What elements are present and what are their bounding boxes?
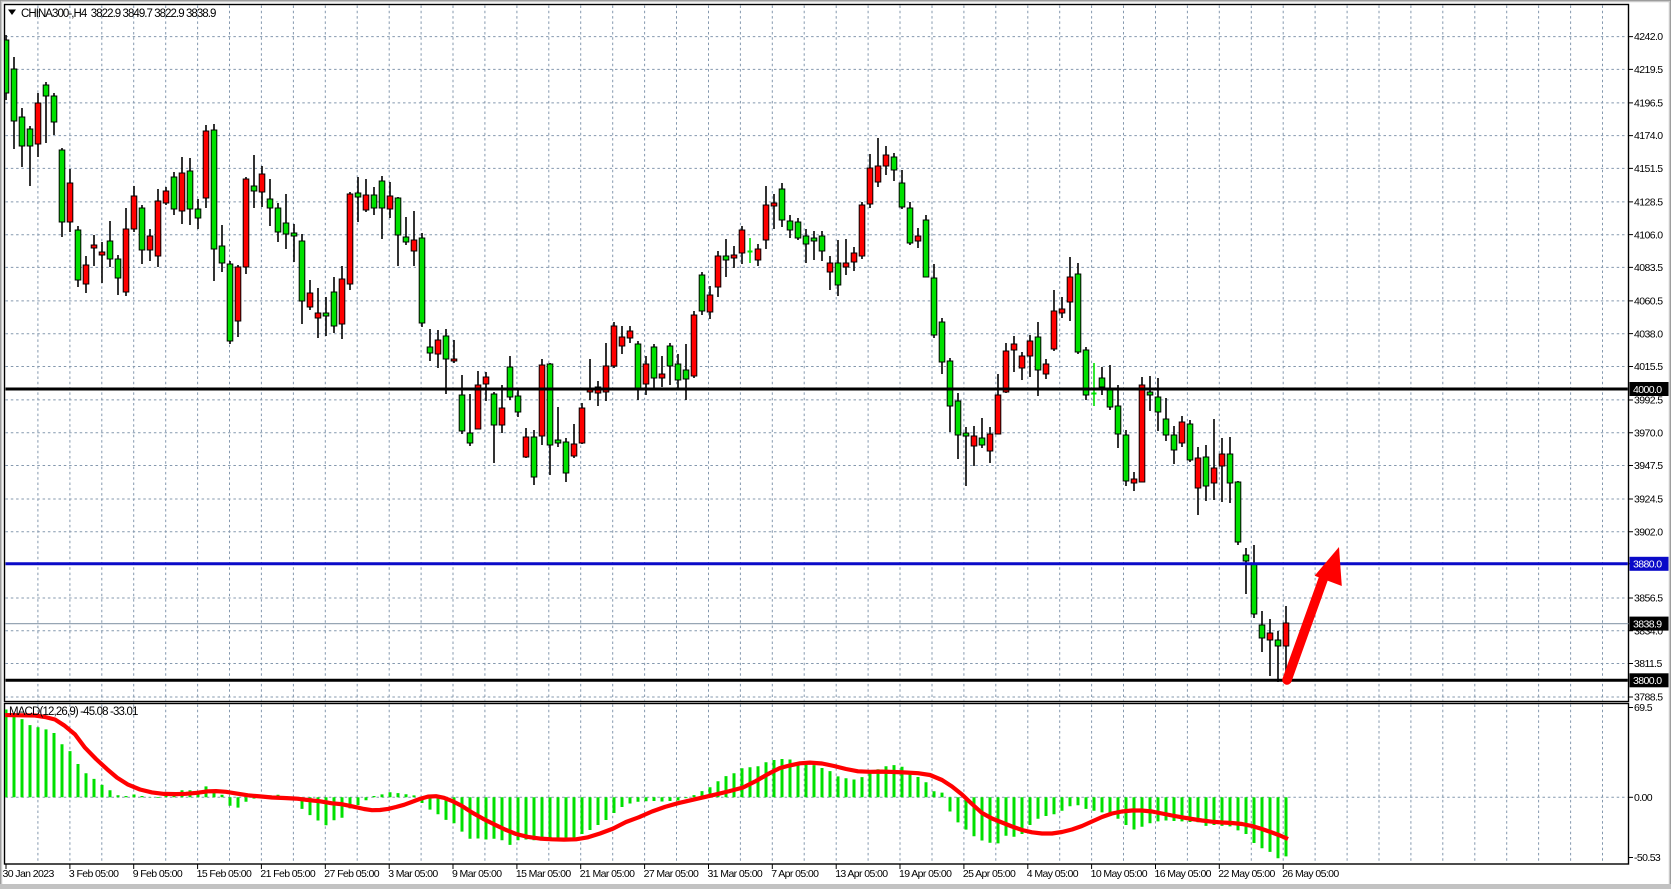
svg-text:4000.0: 4000.0 <box>1633 384 1662 396</box>
svg-text:4083.5: 4083.5 <box>1634 262 1663 274</box>
svg-text:10 May 05:00: 10 May 05:00 <box>1091 868 1148 880</box>
svg-text:30 Jan 2023: 30 Jan 2023 <box>3 868 55 880</box>
svg-text:15 Mar 05:00: 15 Mar 05:00 <box>516 868 571 880</box>
svg-text:21 Feb 05:00: 21 Feb 05:00 <box>260 868 315 880</box>
svg-text:3 Mar 05:00: 3 Mar 05:00 <box>388 868 438 880</box>
svg-text:4128.5: 4128.5 <box>1634 197 1663 209</box>
svg-text:25 Apr 05:00: 25 Apr 05:00 <box>963 868 1016 880</box>
svg-text:27 Feb 05:00: 27 Feb 05:00 <box>324 868 379 880</box>
svg-text:4038.0: 4038.0 <box>1634 328 1663 340</box>
svg-text:15 Feb 05:00: 15 Feb 05:00 <box>197 868 252 880</box>
svg-text:26 May 05:00: 26 May 05:00 <box>1282 868 1339 880</box>
svg-text:21 Mar 05:00: 21 Mar 05:00 <box>580 868 635 880</box>
svg-text:22 May 05:00: 22 May 05:00 <box>1218 868 1275 880</box>
svg-text:7 Apr 05:00: 7 Apr 05:00 <box>771 868 819 880</box>
svg-text:3880.0: 3880.0 <box>1633 559 1662 571</box>
svg-text:4 May 05:00: 4 May 05:00 <box>1027 868 1079 880</box>
svg-text:9 Mar 05:00: 9 Mar 05:00 <box>452 868 502 880</box>
svg-text:3 Feb 05:00: 3 Feb 05:00 <box>69 868 119 880</box>
svg-text:3902.0: 3902.0 <box>1634 526 1663 538</box>
svg-text:4060.5: 4060.5 <box>1634 296 1663 308</box>
svg-text:4174.0: 4174.0 <box>1634 130 1663 142</box>
svg-text:13 Apr 05:00: 13 Apr 05:00 <box>835 868 888 880</box>
svg-text:3970.0: 3970.0 <box>1634 427 1663 439</box>
svg-text:16 May 05:00: 16 May 05:00 <box>1155 868 1212 880</box>
svg-text:0.00: 0.00 <box>1634 792 1653 804</box>
svg-text:4106.0: 4106.0 <box>1634 229 1663 241</box>
svg-text:MACD(12,26,9) -45.08 -33.01: MACD(12,26,9) -45.08 -33.01 <box>9 706 138 718</box>
svg-text:3856.5: 3856.5 <box>1634 593 1663 605</box>
svg-text:4242.0: 4242.0 <box>1634 31 1663 43</box>
svg-text:3838.9: 3838.9 <box>1633 618 1662 630</box>
svg-text:19 Apr 05:00: 19 Apr 05:00 <box>899 868 952 880</box>
svg-text:9 Feb 05:00: 9 Feb 05:00 <box>133 868 183 880</box>
svg-text:4196.5: 4196.5 <box>1634 98 1663 110</box>
svg-text:3947.5: 3947.5 <box>1634 460 1663 472</box>
svg-text:CHINA300-,H4 3822.9 3849.7 38: CHINA300-,H4 3822.9 3849.7 3822.9 3838.9 <box>21 8 216 20</box>
svg-text:4015.5: 4015.5 <box>1634 361 1663 373</box>
svg-text:-50.53: -50.53 <box>1634 852 1661 864</box>
svg-text:4151.5: 4151.5 <box>1634 163 1663 175</box>
svg-text:4219.5: 4219.5 <box>1634 64 1663 76</box>
svg-text:27 Mar 05:00: 27 Mar 05:00 <box>644 868 699 880</box>
svg-text:3800.0: 3800.0 <box>1633 675 1662 687</box>
svg-text:3788.5: 3788.5 <box>1634 692 1663 704</box>
svg-text:3811.5: 3811.5 <box>1634 658 1662 670</box>
svg-text:31 Mar 05:00: 31 Mar 05:00 <box>708 868 763 880</box>
svg-text:3924.5: 3924.5 <box>1634 494 1663 506</box>
svg-text:69.5: 69.5 <box>1634 702 1653 714</box>
svg-text:3992.5: 3992.5 <box>1634 395 1663 407</box>
